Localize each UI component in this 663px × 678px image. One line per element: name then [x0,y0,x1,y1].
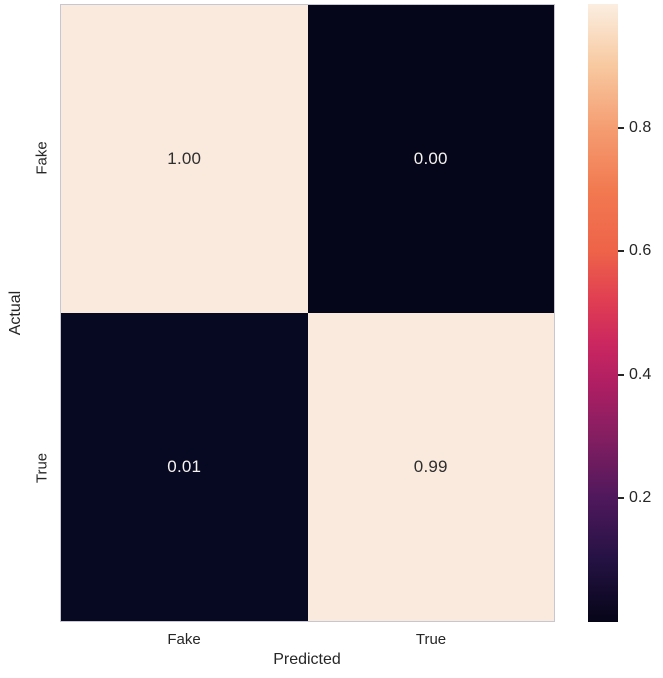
x-tick-label-true: True [415,631,447,648]
y-axis-label: Actual [7,290,24,336]
heatmap-cell-actualTrue-predFake: 0.01 [61,313,308,621]
y-tick-label-true: True [33,452,51,484]
colorbar [588,4,618,622]
colorbar-tick-mark [618,126,624,129]
colorbar-tick-label: 0.6 [629,242,652,260]
colorbar-tick-label: 0.4 [629,365,652,383]
cell-value: 1.00 [167,149,202,168]
y-tick-label-fake: Fake [33,141,51,175]
cell-value: 0.99 [413,457,448,476]
colorbar-tick-mark [618,250,624,253]
heatmap: 1.00 0.00 0.01 0.99 [60,4,555,622]
colorbar-tick-label: 0.2 [629,489,652,507]
colorbar-tick-label: 0.8 [629,118,652,136]
heatmap-cell-actualTrue-predTrue: 0.99 [307,313,554,621]
colorbar-tick-mark [618,497,624,500]
heatmap-cell-actualFake-predFake: 1.00 [61,5,308,313]
x-axis-label: Predicted [273,651,341,668]
colorbar-tick-mark [618,373,624,376]
cell-value: 0.00 [413,149,448,168]
heatmap-cell-actualFake-predTrue: 0.00 [307,5,554,313]
x-tick-label-fake: Fake [167,631,201,648]
cell-value: 0.01 [167,457,202,476]
